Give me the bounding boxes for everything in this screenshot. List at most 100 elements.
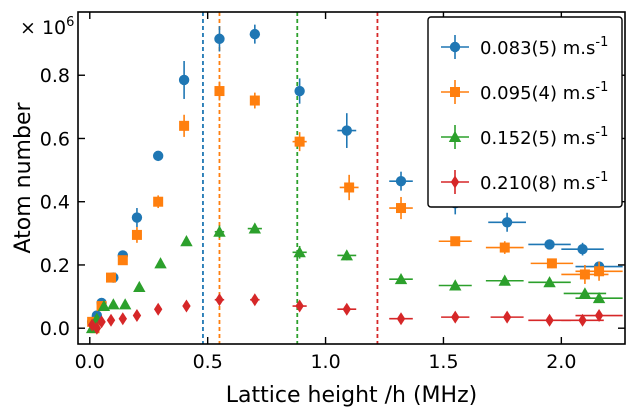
y-axis-title: Atom number [11,102,36,254]
point-s2-p17 [592,291,606,304]
legend-entry-2: 0.152(5) m.s-1 [441,125,608,149]
point-s3-p7 [182,299,191,313]
point-s3-p1 [92,321,102,335]
point-s1-p14 [499,242,510,253]
point-s1-p6 [153,196,164,207]
legend-label-0: 0.083(5) m.s-1 [480,35,608,59]
ytick-label-4: 0.8 [40,65,70,87]
point-s3-p10 [295,299,304,313]
point-s2-p14 [498,274,511,286]
legend-label-sup-1: -1 [595,80,608,95]
point-s1-p4 [117,255,128,266]
point-s3-p4 [118,312,127,326]
point-s3-p2 [97,315,106,329]
ytick-label-0: 0.0 [40,318,70,340]
ytick-label-2: 0.4 [40,192,70,214]
legend-entry-3: 0.210(8) m.s-1 [441,170,608,194]
legend-box [427,16,623,208]
xtick-label-3: 1.5 [428,351,458,373]
point-s1-p16 [579,269,590,280]
legend-entry-0: 0.083(5) m.s-1 [441,35,608,59]
legend-label-1: 0.095(4) m.s-1 [480,80,608,104]
legend-label-2: 0.152(5) m.s-1 [480,125,608,149]
point-s0-p11 [341,125,352,136]
point-s3-p9 [250,293,260,307]
point-s0-p9 [249,28,261,40]
point-s1-p17 [594,266,605,277]
series-1 [87,81,623,334]
y-multiplier-exponent: 6 [66,15,74,30]
point-s1-p5 [131,229,142,240]
point-s1-p9 [249,95,260,106]
axes: 0.0 0.5 1.0 1.5 2.0 0.0 0.2 0.4 0.6 0.8 × 106 Latti… [11,11,626,408]
legend-marker-3 [450,175,460,189]
point-s0-p5 [131,212,143,223]
point-s2-p9 [248,222,262,234]
point-s3-p12 [396,312,406,326]
point-s1-p12 [396,203,407,214]
y-multiplier-base: × 10 [20,17,66,39]
data-series [85,24,623,335]
point-s2-p16 [578,287,592,299]
point-s3-p14 [502,310,512,324]
series-2 [85,222,623,334]
point-s1-p8 [214,86,225,97]
point-s2-p3 [107,298,120,310]
xtick-label-4: 2.0 [546,351,576,373]
point-s1-p11 [344,182,355,193]
legend-marker-1 [450,87,460,97]
point-s3-p16 [578,313,587,327]
point-s1-p10 [294,136,305,147]
point-s1-p15 [546,258,557,269]
legend-marker-0 [449,41,461,53]
legend: 0.083(5) m.s-10.095(4) m.s-10.152(5) m.s… [427,16,623,208]
xtick-label-0: 0.0 [75,351,105,373]
point-s2-p8 [213,225,226,237]
point-s0-p6 [152,150,164,162]
point-s2-p2 [97,299,111,312]
ytick-label-1: 0.2 [40,255,70,277]
point-s3-p17 [594,309,604,323]
point-s0-p12 [395,175,407,187]
plot-frame [77,11,626,345]
point-s1-p3 [106,272,117,283]
point-s0-p10 [294,85,305,97]
point-s0-p8 [214,33,225,45]
legend-label-sup-0: -1 [595,35,608,50]
point-s3-p6 [153,302,163,316]
point-s1-p7 [179,120,190,131]
ytick-label-3: 0.6 [40,128,70,150]
legend-label-main-0: 0.083(5) m.s [480,38,595,59]
point-s3-p5 [132,309,142,323]
point-s2-p4 [118,298,132,310]
point-s2-p13 [449,279,462,291]
point-s3-p11 [342,302,351,316]
point-s0-p15 [544,239,555,250]
point-s2-p7 [180,235,193,247]
point-s2-p10 [293,246,306,258]
point-s2-p6 [154,257,167,269]
legend-label-3: 0.210(8) m.s-1 [480,170,608,194]
y-multiplier-label: × 106 [20,15,74,39]
reference-lines [202,12,379,344]
x-axis-title: Lattice height /h (MHz) [226,383,477,408]
point-s3-p8 [215,293,224,307]
legend-marker-2 [448,130,462,142]
legend-entry-1: 0.095(4) m.s-1 [441,80,608,104]
legend-label-sup-2: -1 [595,125,608,140]
legend-label-main-3: 0.210(8) m.s [480,173,595,194]
xtick-label-1: 0.5 [193,351,223,373]
point-s0-p14 [501,217,513,228]
point-s0-p16 [577,243,588,255]
legend-label-sup-3: -1 [595,170,608,185]
series-3 [87,293,623,335]
point-s1-p13 [450,236,461,247]
xtick-label-2: 1.0 [310,351,340,373]
point-s2-p5 [133,280,146,293]
point-s0-p7 [178,74,190,86]
point-s3-p3 [106,313,116,327]
point-s2-p11 [340,249,353,261]
point-s3-p15 [545,313,554,327]
